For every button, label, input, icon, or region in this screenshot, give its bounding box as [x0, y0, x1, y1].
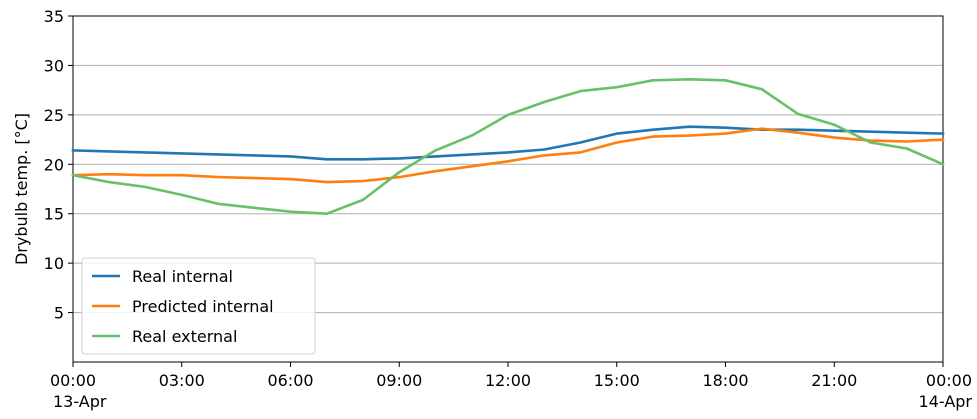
x-tick-label-8: 00:00: [926, 371, 972, 390]
series-line-predicted-internal: [71, 127, 945, 184]
x-tick-label-1: 03:00: [159, 371, 205, 390]
y-tick-label-35: 35: [44, 7, 64, 26]
y-tick-label-20: 20: [44, 155, 64, 174]
y-tick-label-30: 30: [44, 56, 64, 75]
x-tick-sublabel-8: 14-Apr: [919, 392, 973, 411]
y-axis-ticks: 5 10 15 20 25 30 35: [44, 7, 73, 323]
y-axis-label: Drybulb temp. [°C]: [12, 113, 31, 265]
legend-label-0: Real internal: [132, 267, 233, 286]
series-layer: [71, 78, 945, 215]
y-tick-label-25: 25: [44, 106, 64, 125]
x-tick-sublabel-0: 13-Apr: [53, 392, 107, 411]
y-tick-label-5: 5: [54, 304, 64, 323]
x-axis-ticks: 00:00 13-Apr 03:00 06:00 09:00 12:00 15:00 18:0…: [50, 362, 972, 411]
x-tick-label-2: 06:00: [267, 371, 313, 390]
legend-label-2: Real external: [132, 327, 237, 346]
x-tick-label-4: 12:00: [485, 371, 531, 390]
series-line-real-external: [71, 78, 945, 215]
legend-box: [81, 257, 316, 355]
y-tick-label-15: 15: [44, 205, 64, 224]
legend: Real internal Predicted internal Real exte…: [81, 257, 316, 355]
x-tick-label-6: 18:00: [702, 371, 748, 390]
x-tick-label-7: 21:00: [811, 371, 857, 390]
x-tick-label-3: 09:00: [376, 371, 422, 390]
y-tick-label-10: 10: [44, 254, 64, 273]
legend-label-1: Predicted internal: [132, 297, 274, 316]
series-line-real-internal: [71, 125, 945, 161]
x-tick-label-5: 15:00: [594, 371, 640, 390]
x-tick-label-0: 00:00: [50, 371, 96, 390]
